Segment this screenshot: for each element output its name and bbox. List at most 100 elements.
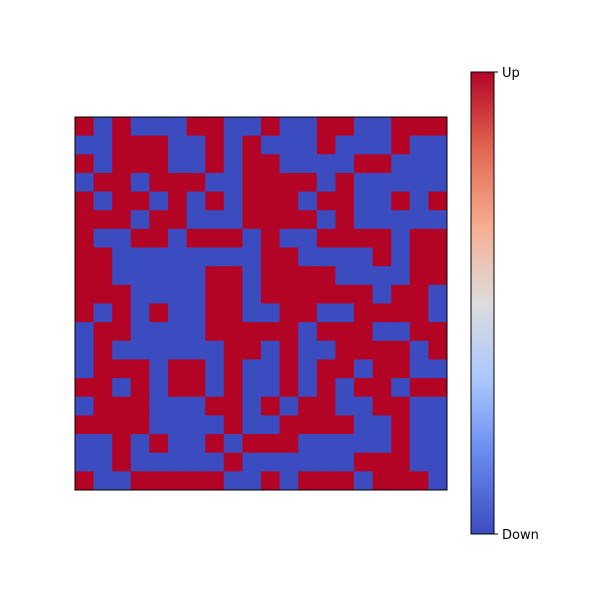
heatmap-cell (279, 396, 299, 416)
heatmap-cell (316, 135, 336, 155)
heatmap-cell (316, 359, 336, 379)
heatmap-cell (428, 434, 448, 454)
heatmap-cell (149, 396, 169, 416)
heatmap-cell (205, 471, 225, 491)
heatmap-cell (428, 191, 448, 211)
heatmap-cell (279, 228, 299, 248)
heatmap-cell (409, 266, 429, 286)
heatmap-cell (242, 434, 262, 454)
heatmap-cell (93, 452, 113, 472)
heatmap-cell (186, 471, 206, 491)
heatmap-cell (168, 434, 187, 454)
heatmap-cell (298, 303, 318, 323)
heatmap-cell (223, 135, 243, 155)
heatmap-cell (168, 172, 187, 192)
heatmap-cell (261, 303, 280, 323)
heatmap-cell (354, 228, 373, 248)
heatmap-cell (205, 135, 225, 155)
heatmap-cell (372, 378, 392, 398)
heatmap-cell (75, 322, 94, 342)
heatmap-cell (279, 415, 299, 435)
heatmap-cell (279, 210, 299, 230)
heatmap-cell (130, 247, 150, 267)
heatmap-cell (205, 434, 225, 454)
heatmap-cell (93, 340, 113, 360)
heatmap-cells (75, 117, 448, 491)
heatmap-cell (316, 154, 336, 174)
heatmap-cell (242, 135, 262, 155)
heatmap-cell (354, 415, 373, 435)
heatmap-cell (409, 471, 429, 491)
heatmap-cell (372, 154, 392, 174)
heatmap-cell (354, 284, 373, 304)
heatmap-cell (112, 303, 132, 323)
heatmap-cell (93, 471, 113, 491)
heatmap-cell (391, 340, 411, 360)
heatmap-cell (298, 378, 318, 398)
heatmap-cell (75, 172, 94, 192)
heatmap-cell (372, 284, 392, 304)
heatmap-cell (261, 396, 280, 416)
heatmap-cell (75, 117, 94, 137)
heatmap-cell (335, 172, 355, 192)
heatmap-cell (391, 247, 411, 267)
heatmap-cell (242, 117, 262, 137)
heatmap-cell (261, 228, 280, 248)
heatmap-cell (372, 452, 392, 472)
heatmap-cell (186, 135, 206, 155)
heatmap-cell (354, 434, 373, 454)
heatmap-cell (335, 415, 355, 435)
heatmap-cell (149, 340, 169, 360)
heatmap-cell (205, 117, 225, 137)
heatmap-cell (93, 247, 113, 267)
heatmap-cell (391, 415, 411, 435)
heatmap-cell (130, 154, 150, 174)
heatmap-cell (242, 452, 262, 472)
heatmap-cell (186, 284, 206, 304)
heatmap-cell (75, 284, 94, 304)
heatmap-cell (93, 228, 113, 248)
heatmap-cell (75, 210, 94, 230)
heatmap-cell (75, 340, 94, 360)
heatmap-cell (168, 452, 187, 472)
heatmap-cell (335, 228, 355, 248)
heatmap-cell (279, 452, 299, 472)
heatmap-cell (168, 191, 187, 211)
heatmap-cell (205, 210, 225, 230)
heatmap-cell (335, 471, 355, 491)
heatmap-cell (354, 172, 373, 192)
heatmap-cell (335, 322, 355, 342)
heatmap-cell (75, 359, 94, 379)
heatmap-cell (75, 378, 94, 398)
heatmap-cell (261, 415, 280, 435)
heatmap-cell (186, 191, 206, 211)
heatmap-cell (316, 378, 336, 398)
heatmap-cell (93, 191, 113, 211)
heatmap-cell (93, 135, 113, 155)
heatmap-cell (168, 471, 187, 491)
heatmap-cell (112, 266, 132, 286)
heatmap-cell (186, 434, 206, 454)
heatmap-cell (316, 284, 336, 304)
heatmap-cell (168, 228, 187, 248)
heatmap-cell (372, 210, 392, 230)
heatmap-cell (316, 228, 336, 248)
heatmap-cell (186, 210, 206, 230)
heatmap-cell (354, 191, 373, 211)
heatmap-cell (372, 340, 392, 360)
heatmap-cell (316, 266, 336, 286)
heatmap-cell (391, 172, 411, 192)
heatmap-cell (168, 378, 187, 398)
heatmap-cell (316, 172, 336, 192)
heatmap-cell (279, 191, 299, 211)
heatmap-cell (93, 154, 113, 174)
heatmap-cell (130, 415, 150, 435)
heatmap-cell (112, 415, 132, 435)
heatmap-cell (149, 284, 169, 304)
heatmap-cell (354, 340, 373, 360)
heatmap-cell (354, 210, 373, 230)
heatmap-cell (298, 135, 318, 155)
heatmap-cell (112, 154, 132, 174)
heatmap-cell (149, 117, 169, 137)
heatmap-cell (223, 117, 243, 137)
